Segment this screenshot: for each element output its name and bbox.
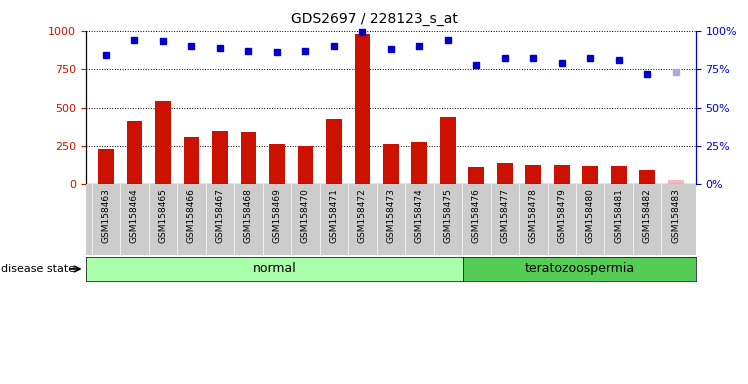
Text: GDS2697 / 228123_s_at: GDS2697 / 228123_s_at [290, 12, 458, 25]
Bar [326, 119, 342, 184]
Text: GSM158471: GSM158471 [329, 188, 338, 243]
Text: GSM158469: GSM158469 [272, 188, 281, 243]
Bar [554, 165, 569, 184]
Bar [155, 101, 171, 184]
Text: GSM158480: GSM158480 [586, 188, 595, 243]
Text: GSM158467: GSM158467 [215, 188, 224, 243]
Text: GSM158477: GSM158477 [500, 188, 509, 243]
Bar [298, 146, 313, 184]
Text: GSM158474: GSM158474 [415, 188, 424, 243]
Bar [525, 165, 541, 184]
Bar [183, 137, 199, 184]
Text: GSM158479: GSM158479 [557, 188, 566, 243]
Bar [611, 166, 627, 184]
Bar [241, 132, 257, 184]
Bar [583, 166, 598, 184]
Text: GSM158465: GSM158465 [159, 188, 168, 243]
Text: GSM158464: GSM158464 [130, 188, 139, 243]
Bar [468, 167, 484, 184]
Bar [383, 144, 399, 184]
Bar [355, 34, 370, 184]
Text: GSM158463: GSM158463 [102, 188, 111, 243]
Text: GSM158483: GSM158483 [671, 188, 680, 243]
Text: GSM158482: GSM158482 [643, 188, 652, 243]
Bar [212, 131, 227, 184]
Text: GSM158472: GSM158472 [358, 188, 367, 243]
Text: normal: normal [253, 263, 297, 275]
Text: GSM158475: GSM158475 [444, 188, 453, 243]
Text: GSM158466: GSM158466 [187, 188, 196, 243]
Bar [668, 180, 684, 184]
Bar [126, 121, 142, 184]
Text: disease state: disease state [1, 264, 75, 274]
Bar [411, 142, 427, 184]
Text: teratozoospermia: teratozoospermia [524, 263, 634, 275]
Text: GSM158470: GSM158470 [301, 188, 310, 243]
Bar [98, 149, 114, 184]
Text: GSM158473: GSM158473 [386, 188, 396, 243]
Bar [640, 170, 655, 184]
Text: GSM158481: GSM158481 [614, 188, 623, 243]
Text: GSM158468: GSM158468 [244, 188, 253, 243]
Bar [440, 117, 456, 184]
Bar [497, 163, 512, 184]
Text: GSM158478: GSM158478 [529, 188, 538, 243]
Bar [269, 144, 285, 184]
Text: GSM158476: GSM158476 [472, 188, 481, 243]
